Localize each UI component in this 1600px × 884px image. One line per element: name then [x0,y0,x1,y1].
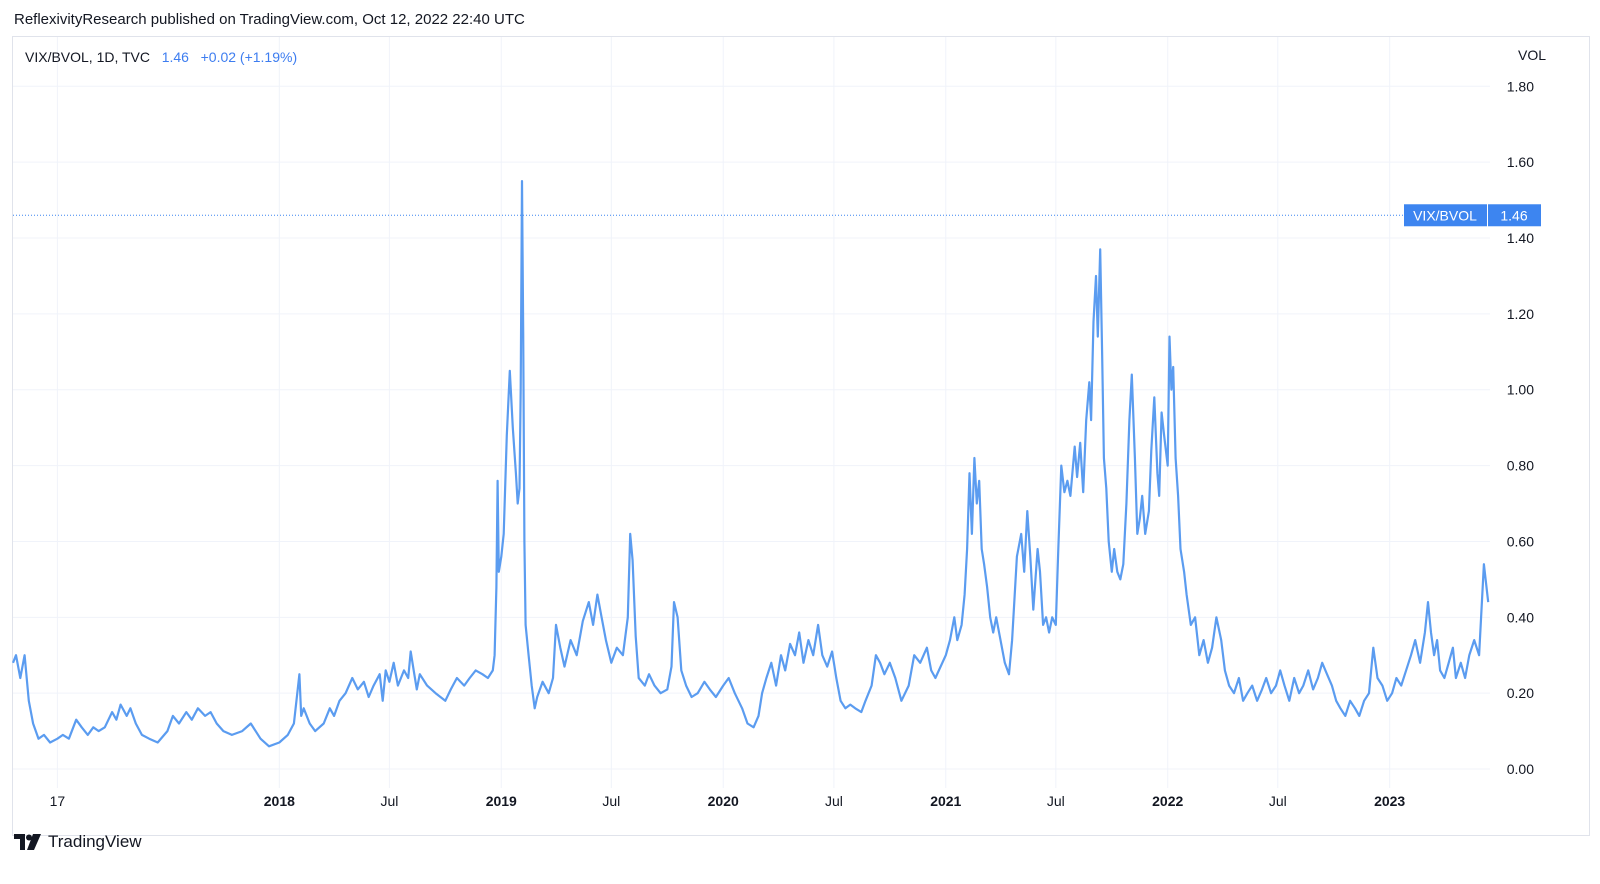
footer-brand: TradingView [48,832,142,851]
x-tick-label: 17 [50,793,66,809]
publish-info: ReflexivityResearch published on Trading… [14,11,525,28]
x-tick-label: Jul [825,793,843,809]
x-tick-label: 2021 [930,793,961,809]
x-tick-label: Jul [602,793,620,809]
last-value-name-box [1404,204,1487,227]
legend-last-value: 1.46 [161,49,189,65]
x-tick-label: 2023 [1374,793,1405,809]
y-tick-label: 0.80 [1507,458,1534,474]
last-value-box [1488,204,1541,227]
y-tick-label: 1.00 [1507,382,1534,398]
x-tick-label: 2018 [264,793,295,809]
y-axis-title: VOL [1518,47,1547,63]
y-tick-label: 1.80 [1507,78,1534,94]
x-tick-label: 2022 [1152,793,1183,809]
chart-frame [12,36,1590,836]
grid-lines [13,37,1490,788]
x-tick-label: 2020 [708,793,739,809]
y-tick-label: 1.40 [1507,230,1534,246]
y-tick-label: 0.40 [1507,609,1534,625]
series-line-vix-bvol [11,180,1490,748]
legend-symbol: VIX/BVOL, 1D, TVC [25,49,151,65]
x-tick-label: Jul [1047,793,1065,809]
series-layer [11,180,1490,748]
chart-legend[interactable]: VIX/BVOL, 1D, TVC 1.46 +0.02 (+1.19%) [25,49,297,65]
footer[interactable]: TradingView [14,832,142,852]
last-value-name: VIX/BVOL [1413,207,1477,223]
y-tick-label: 0.20 [1507,685,1534,701]
x-tick-label: 2019 [486,793,517,809]
x-tick-label: Jul [1269,793,1287,809]
y-axis-labels: 1.80 1.60 1.40 1.20 1.00 0.80 0.60 0.40 0.20 0.00 [1507,78,1534,777]
legend-change: +0.02 (+1.19%) [200,49,298,65]
last-value-text: 1.46 [1500,207,1527,223]
y-tick-label: 0.60 [1507,533,1534,549]
y-tick-label: 0.00 [1507,761,1534,777]
tradingview-logo-icon [14,834,41,850]
y-tick-label: 1.60 [1507,154,1534,170]
last-value-label: VIX/BVOL 1.46 [13,204,1541,227]
x-axis-labels: 17 2018 Jul 2019 Jul 2020 Jul 2021 Jul 2022 Jul 202… [50,793,1406,809]
x-tick-label: Jul [380,793,398,809]
y-tick-label: 1.20 [1507,306,1534,322]
